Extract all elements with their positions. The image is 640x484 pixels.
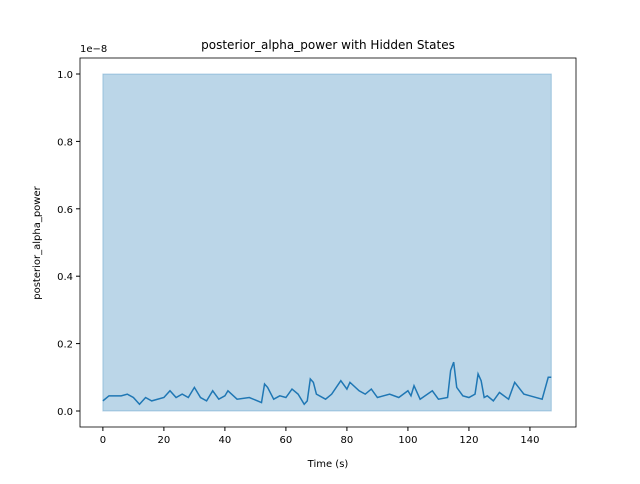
chart-title: posterior_alpha_power with Hidden States: [201, 38, 455, 52]
hidden-state-span: [102, 73, 552, 412]
x-tick-label: 140: [520, 435, 539, 446]
axes-frame: [79, 57, 577, 428]
y-tick-label: 1.0: [57, 70, 73, 81]
x-tick-label: 0: [100, 435, 106, 446]
y-tick-label: 0.8: [57, 137, 73, 148]
x-tick-label: 60: [280, 435, 293, 446]
x-tick-label: 120: [459, 435, 478, 446]
y-tick-label: 0.2: [57, 340, 73, 351]
y-offset-text: 1e−8: [80, 44, 107, 55]
y-axis-label: posterior_alpha_power: [32, 185, 43, 299]
x-tick-label: 20: [158, 435, 171, 446]
x-axis-label: Time (s): [307, 459, 349, 470]
y-tick-label: 0.0: [57, 407, 73, 418]
x-tick-label: 100: [398, 435, 417, 446]
x-tick-label: 40: [219, 435, 232, 446]
data-line: [102, 361, 552, 406]
y-tick-label: 0.4: [57, 272, 73, 283]
y-tick-label: 0.6: [57, 205, 73, 216]
x-tick-label: 80: [341, 435, 354, 446]
